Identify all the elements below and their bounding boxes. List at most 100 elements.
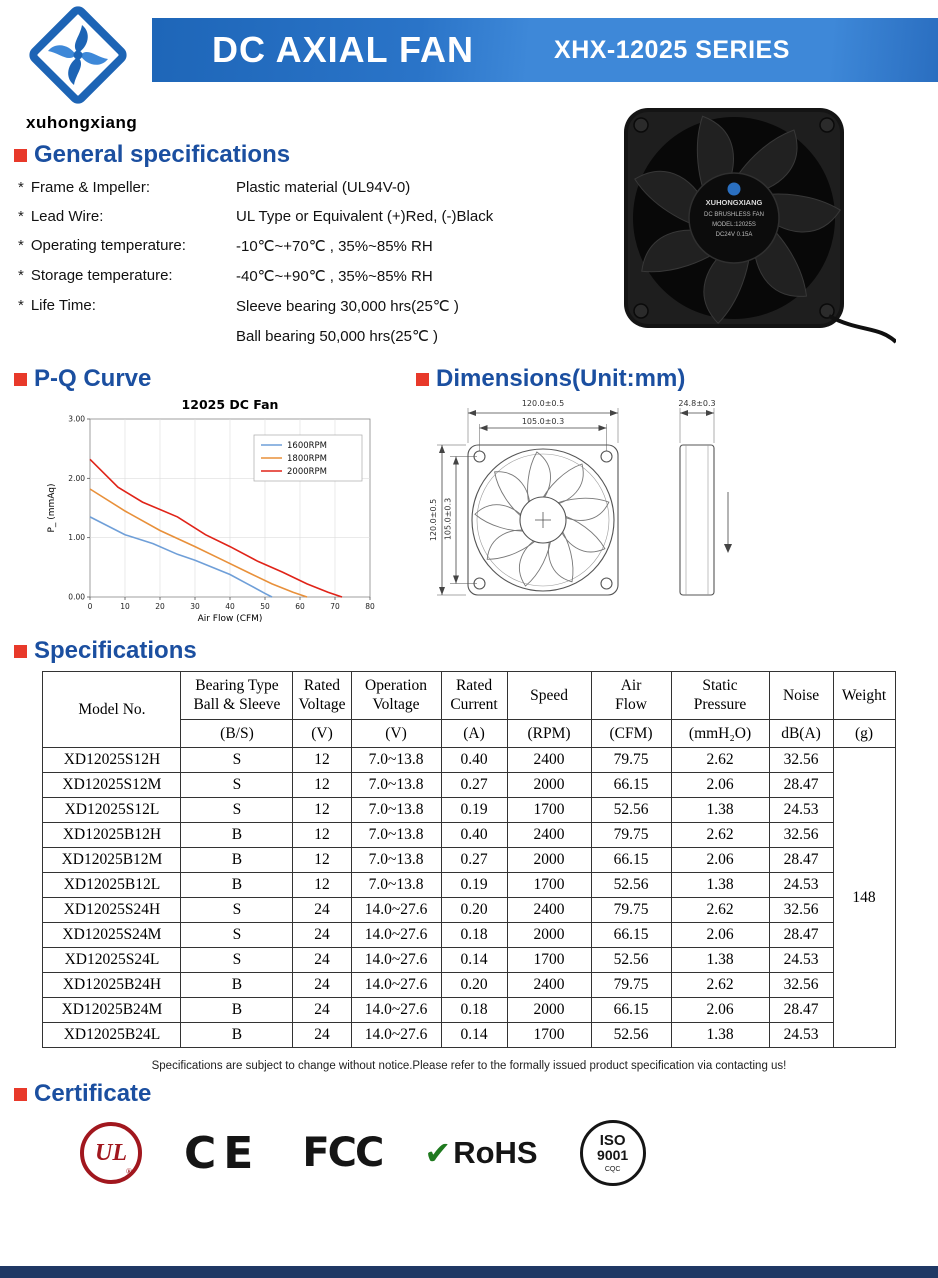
col-subheader: dB(A) bbox=[768, 718, 834, 749]
x-axis-label: Air Flow (CFM) bbox=[198, 614, 263, 624]
disclaimer-note: Specifications are subject to change wit… bbox=[151, 1060, 787, 1073]
dimensions-drawing: 120.0±0.5 105.0±0.3 120.0±0.5 105.0±0.3 … bbox=[429, 399, 732, 596]
iso-logo: ISO 9001 CQC bbox=[579, 1120, 646, 1187]
table-cell: 7.0~13.8 bbox=[350, 797, 442, 824]
table-cell: S bbox=[180, 797, 294, 824]
table-cell: 66.15 bbox=[590, 997, 672, 1024]
table-cell: 0.19 bbox=[440, 872, 508, 899]
section-title: Certificate bbox=[34, 1080, 152, 1108]
table-cell: 14.0~27.6 bbox=[350, 972, 442, 999]
table-cell: 28.47 bbox=[768, 772, 834, 799]
table-cell: 0.14 bbox=[440, 947, 508, 974]
footer-bar bbox=[0, 1266, 938, 1278]
specs-table-body: XD12025S12H S 12 7.0~13.8 0.40 2400 79.75 2.62 3… bbox=[42, 747, 896, 1049]
iso-line2: 9001 bbox=[597, 1147, 629, 1164]
y-tick-label: 2.00 bbox=[68, 474, 85, 483]
hub-line1: DC BRUSHLESS FAN bbox=[704, 212, 764, 218]
table-cell: 0.20 bbox=[440, 897, 508, 924]
table-row: XD12025B24H B 24 14.0~27.6 0.20 2400 79.75 2.62… bbox=[42, 972, 895, 999]
table-cell: 28.47 bbox=[768, 997, 834, 1024]
x-tick-label: 60 bbox=[295, 602, 305, 611]
fan-blades-outline bbox=[474, 451, 610, 587]
table-cell: XD12025S24H bbox=[42, 897, 182, 924]
table-cell: 1.38 bbox=[670, 1022, 770, 1049]
table-cell: B bbox=[180, 997, 294, 1024]
spec-item: * Operating temperature: -10℃~+70℃ , 35%~8… bbox=[18, 237, 560, 255]
section-bullet-icon bbox=[14, 372, 27, 386]
table-cell: 14.0~27.6 bbox=[350, 897, 442, 924]
table-cell: 7.0~13.8 bbox=[350, 847, 442, 874]
power-wire bbox=[828, 314, 898, 344]
table-row: XD12025S24M S 24 14.0~27.6 0.18 2000 66.15 2.06… bbox=[42, 922, 895, 949]
table-row: XD12025B12H B 12 7.0~13.8 0.40 2400 79.75 2.62 3… bbox=[42, 822, 895, 849]
table-cell: XD12025S24L bbox=[42, 947, 182, 974]
table-cell: 66.15 bbox=[590, 772, 672, 799]
table-row: XD12025S24L S 24 14.0~27.6 0.14 1700 52.56 1.38… bbox=[42, 947, 895, 974]
table-cell: B bbox=[180, 1022, 294, 1049]
table-cell: 0.40 bbox=[440, 822, 508, 849]
col-header: Model No. bbox=[42, 670, 182, 749]
spec-label: * Storage temperature: bbox=[18, 267, 173, 284]
page-title: DC AXIAL FAN bbox=[212, 29, 475, 70]
pq-curve-section: P-Q Curve 0 10 20 30 40 50 60 70 80 0.00 1.00 2.00 3… bbox=[0, 357, 402, 629]
general-spec-list: * Frame & Impeller: Plastic material (UL94… bbox=[0, 173, 560, 345]
y-axis-label: P_ (mmAq) bbox=[47, 483, 57, 532]
spec-label bbox=[18, 327, 236, 345]
asterisk-bullet-icon: * bbox=[18, 297, 24, 314]
table-cell: XD12025B24L bbox=[42, 1022, 182, 1049]
col-subheader: (B/S) bbox=[180, 718, 294, 749]
table-cell: B bbox=[180, 847, 294, 874]
spec-item: * Frame & Impeller: Plastic material (UL94… bbox=[18, 179, 560, 196]
table-cell: 79.75 bbox=[590, 822, 672, 849]
legend-label: 1600RPM bbox=[287, 441, 327, 451]
table-cell: 28.47 bbox=[768, 847, 834, 874]
col-header: Air Flow bbox=[590, 671, 672, 720]
table-cell: 1.38 bbox=[670, 797, 770, 824]
spec-item: Ball bearing 50,000 hrs(25℃ ) bbox=[18, 327, 560, 345]
table-cell: B bbox=[180, 872, 294, 899]
table-cell: 2000 bbox=[506, 772, 592, 799]
section-title: Specifications bbox=[34, 637, 197, 664]
table-cell: 7.0~13.8 bbox=[350, 772, 442, 799]
table-cell: 2.06 bbox=[670, 772, 770, 799]
table-cell: 52.56 bbox=[590, 947, 672, 974]
front-view bbox=[467, 444, 619, 596]
table-row: XD12025B24M B 24 14.0~27.6 0.18 2000 66.15 2.06… bbox=[42, 997, 895, 1024]
certificate-heading: Certificate bbox=[14, 1080, 938, 1108]
series-line bbox=[89, 458, 343, 598]
col-subheader: (V) bbox=[292, 718, 352, 749]
table-cell: 12 bbox=[292, 747, 352, 774]
mount-holes bbox=[633, 117, 835, 319]
table-cell: XD12025S24M bbox=[42, 922, 182, 949]
col-subheader: (CFM) bbox=[590, 718, 672, 749]
table-cell: 2400 bbox=[506, 897, 592, 924]
x-tick-label: 10 bbox=[120, 602, 130, 611]
hub-brand: XUHONGXIANG bbox=[706, 198, 763, 207]
y-tick-label: 0.00 bbox=[68, 593, 85, 602]
table-cell: 24.53 bbox=[768, 947, 834, 974]
table-cell: 2.62 bbox=[670, 972, 770, 999]
legend-label: 1800RPM bbox=[287, 454, 327, 464]
asterisk-bullet-icon: * bbox=[18, 179, 24, 196]
col-header: Noise bbox=[768, 671, 834, 720]
table-cell: S bbox=[180, 897, 294, 924]
table-cell: 0.19 bbox=[440, 797, 508, 824]
company-logo-icon bbox=[29, 6, 127, 104]
table-cell: XD12025S12H bbox=[42, 747, 182, 774]
table-row: XD12025B24L B 24 14.0~27.6 0.14 1700 52.56 1.38… bbox=[42, 1022, 895, 1049]
table-cell: 52.56 bbox=[590, 797, 672, 824]
table-cell: 79.75 bbox=[590, 972, 672, 999]
table-cell: 79.75 bbox=[590, 897, 672, 924]
col-header: Rated Voltage bbox=[292, 671, 352, 720]
table-cell: 2.62 bbox=[670, 747, 770, 774]
table-row: XD12025S24H S 24 14.0~27.6 0.20 2400 79.75 2.62… bbox=[42, 897, 895, 924]
certificate-section: Certificate UL ® CE FCC ✔ RoHS ISO 9001 … bbox=[0, 1080, 938, 1187]
table-cell: XD12025B24H bbox=[42, 972, 182, 999]
table-row: XD12025B12L B 12 7.0~13.8 0.19 1700 52.56 1.38 2… bbox=[42, 872, 895, 899]
table-cell: 2400 bbox=[506, 747, 592, 774]
chart-title: 12025 DC Fan bbox=[182, 397, 279, 412]
asterisk-bullet-icon: * bbox=[18, 237, 24, 254]
weight-cell: 148 bbox=[832, 747, 896, 1049]
table-cell: 14.0~27.6 bbox=[350, 997, 442, 1024]
